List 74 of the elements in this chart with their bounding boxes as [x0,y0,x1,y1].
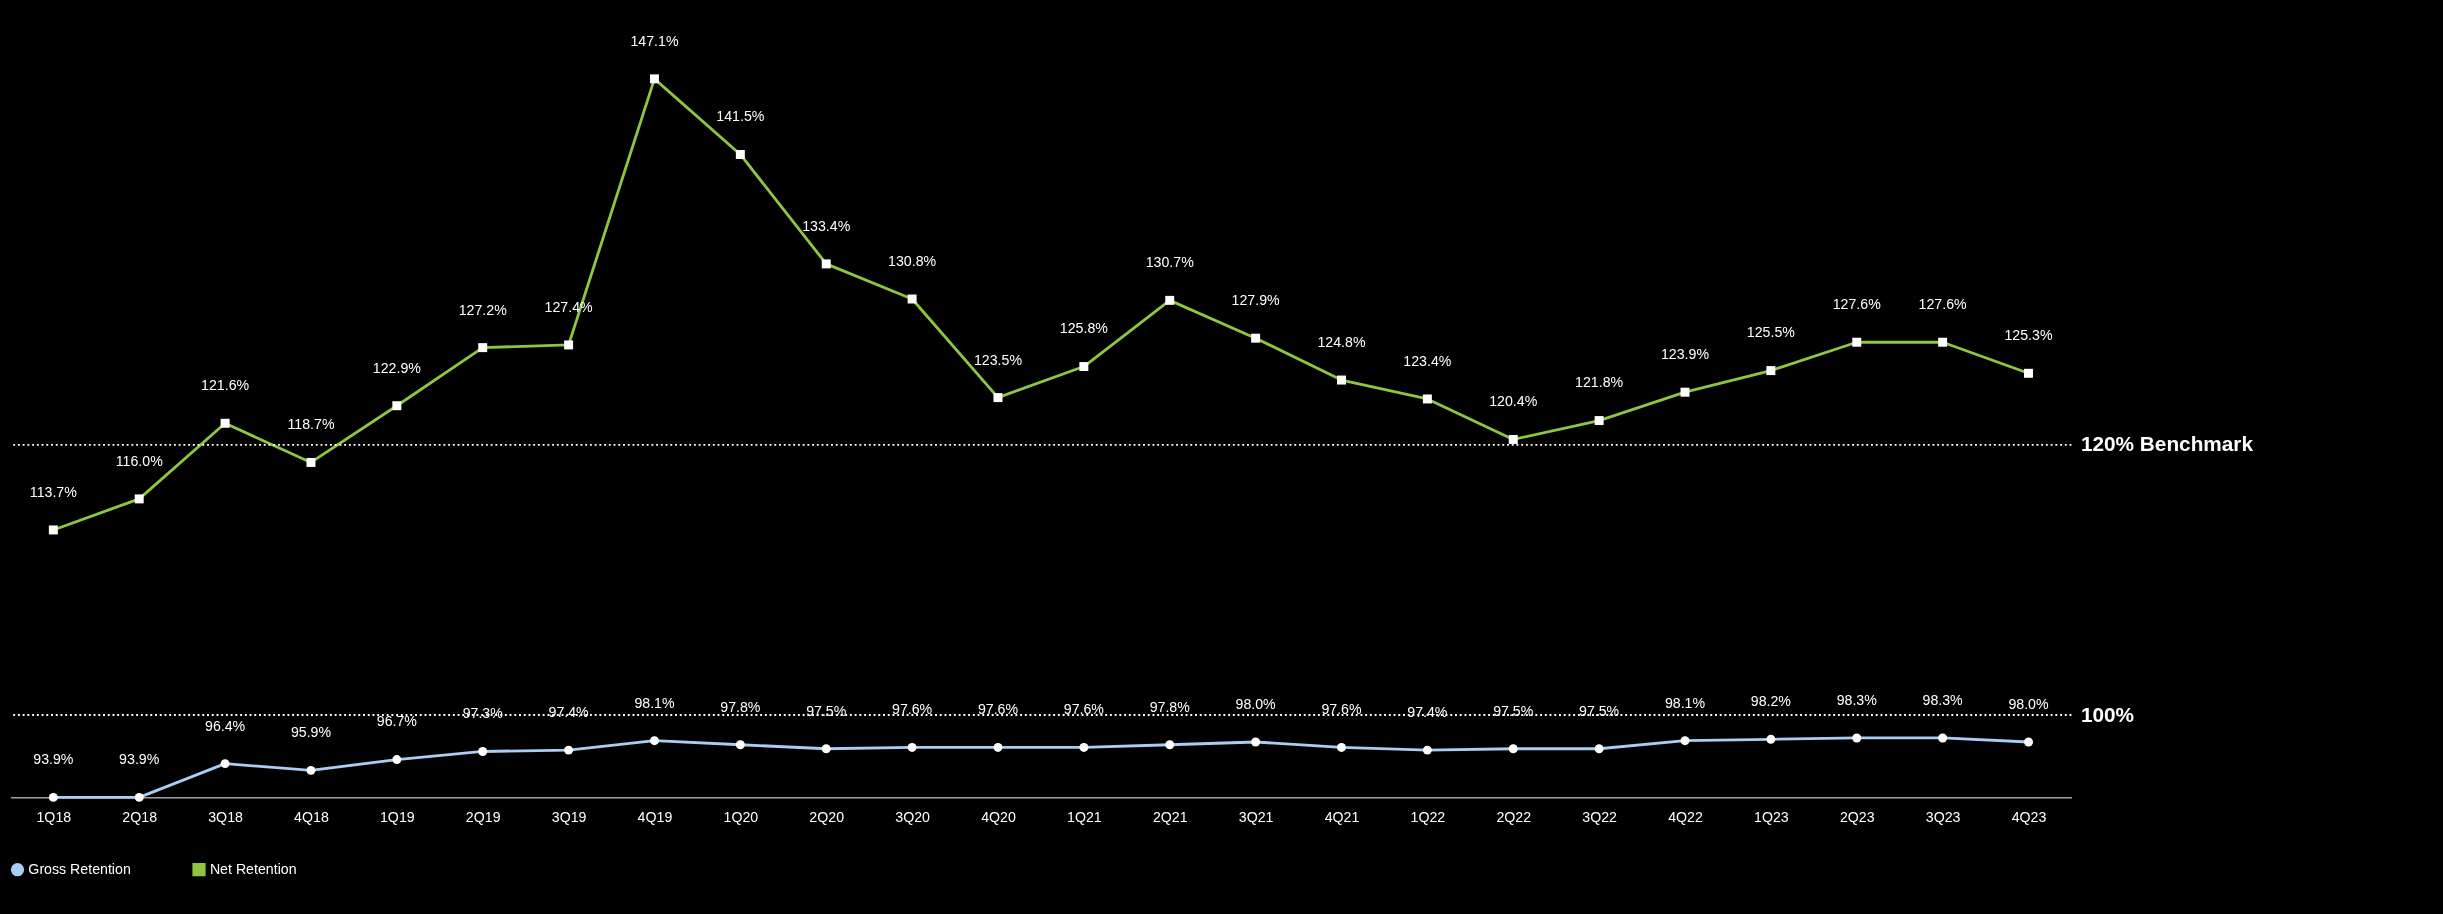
data-label: 97.8% [1149,698,1191,715]
data-label: 125.5% [1746,324,1796,341]
data-label: 125.8% [1059,320,1109,337]
x-tick-label: 3Q19 [551,809,587,826]
data-label: 97.6% [892,701,933,718]
x-tick-label: 1Q22 [1410,809,1446,826]
x-tick-label: 4Q21 [1324,809,1360,826]
data-label: 127.9% [1231,292,1281,309]
data-label: 116.0% [115,452,164,469]
data-label: 98.1% [634,694,675,711]
data-label: 147.1% [630,32,679,49]
data-label: 97.5% [1493,702,1534,719]
x-tick-label: 3Q23 [1925,809,1961,826]
legend-label: Gross Retention [28,861,131,878]
x-tick-label: 1Q20 [723,809,759,826]
data-label: 124.8% [1317,333,1366,350]
data-label: 130.8% [888,252,937,269]
x-tick-label: 1Q18 [36,809,72,826]
x-tick-label: 3Q20 [895,809,931,826]
data-label: 98.3% [1836,691,1878,708]
data-label: 113.7% [29,483,78,500]
data-label: 98.1% [1664,694,1706,711]
data-label: 97.5% [806,702,847,719]
data-label: 127.6% [1832,296,1882,313]
data-label: 98.0% [1235,695,1277,712]
data-label: 123.5% [973,351,1023,368]
data-label: 97.4% [548,704,590,721]
x-tick-label: 2Q22 [1496,809,1532,826]
x-tick-label: 4Q20 [981,809,1016,826]
data-label: 97.3% [462,705,504,722]
x-tick-label: 4Q18 [294,809,329,826]
data-label: 96.4% [205,717,246,734]
legend-label: Net Retention [209,861,297,878]
x-tick-label: 2Q23 [1839,809,1875,826]
x-tick-label: 2Q19 [465,809,501,826]
x-tick-label: 1Q21 [1067,809,1102,826]
data-label: 118.7% [287,416,335,433]
data-label: 97.6% [1321,701,1362,718]
data-label: 121.6% [201,377,250,394]
data-label: 93.9% [119,751,160,768]
data-label: 97.5% [1579,702,1620,719]
x-tick-label: 2Q20 [809,809,845,826]
data-label: 96.7% [376,713,418,730]
data-label: 127.2% [458,301,508,318]
data-label: 97.6% [977,701,1019,718]
x-tick-label: 4Q22 [1668,809,1703,826]
ref-line-label: 120% Benchmark [2080,432,2254,456]
x-tick-label: 1Q19 [379,809,415,826]
data-label: 97.8% [720,698,761,715]
x-tick-label: 3Q21 [1238,809,1274,826]
data-label: 127.6% [1918,296,1968,313]
data-label: 123.9% [1660,346,1710,363]
data-label: 98.0% [2008,695,2049,712]
data-label: 95.9% [290,724,332,741]
x-tick-label: 2Q21 [1152,809,1188,826]
data-label: 130.7% [1145,254,1195,271]
data-label: 123.4% [1403,352,1452,369]
x-tick-label: 2Q18 [122,809,158,826]
x-tick-label: 4Q19 [637,809,673,826]
data-label: 122.9% [372,359,422,376]
data-label: 125.3% [2004,327,2053,344]
data-label: 121.8% [1575,374,1624,391]
x-tick-label: 4Q23 [2011,809,2047,826]
data-label: 133.4% [802,217,851,234]
x-tick-label: 3Q18 [208,809,244,826]
data-label: 93.9% [33,751,74,768]
x-tick-label: 3Q22 [1582,809,1618,826]
data-label: 97.6% [1063,701,1105,718]
data-label: 98.3% [1922,691,1964,708]
data-label: 98.2% [1750,693,1792,710]
data-label: 141.5% [716,108,765,125]
data-label: 120.4% [1489,393,1538,410]
x-tick-label: 1Q23 [1754,809,1789,826]
ref-line-label: 100% [2080,702,2135,726]
